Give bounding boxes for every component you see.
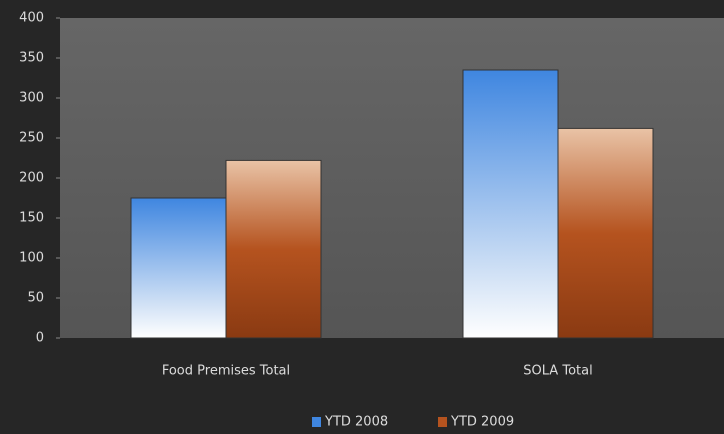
bar <box>557 127 654 339</box>
legend-label: YTD 2009 <box>450 415 514 430</box>
y-tick-label: 100 <box>19 251 44 266</box>
x-tick-label: SOLA Total <box>523 364 592 379</box>
bar <box>225 159 322 339</box>
y-tick-label: 50 <box>27 291 44 306</box>
y-tick-label: 400 <box>19 11 44 26</box>
legend-swatch <box>312 417 321 427</box>
y-tick-label: 300 <box>19 91 44 106</box>
bar <box>130 197 227 339</box>
y-tick-label: 350 <box>19 51 44 66</box>
x-tick-label: Food Premises Total <box>162 364 290 379</box>
y-tick-label: 150 <box>19 211 44 226</box>
legend-swatch <box>438 417 447 427</box>
bar <box>462 69 559 339</box>
y-tick-label: 0 <box>36 331 44 346</box>
y-tick-label: 250 <box>19 131 44 146</box>
legend-label: YTD 2008 <box>324 415 388 430</box>
y-tick-label: 200 <box>19 171 44 186</box>
